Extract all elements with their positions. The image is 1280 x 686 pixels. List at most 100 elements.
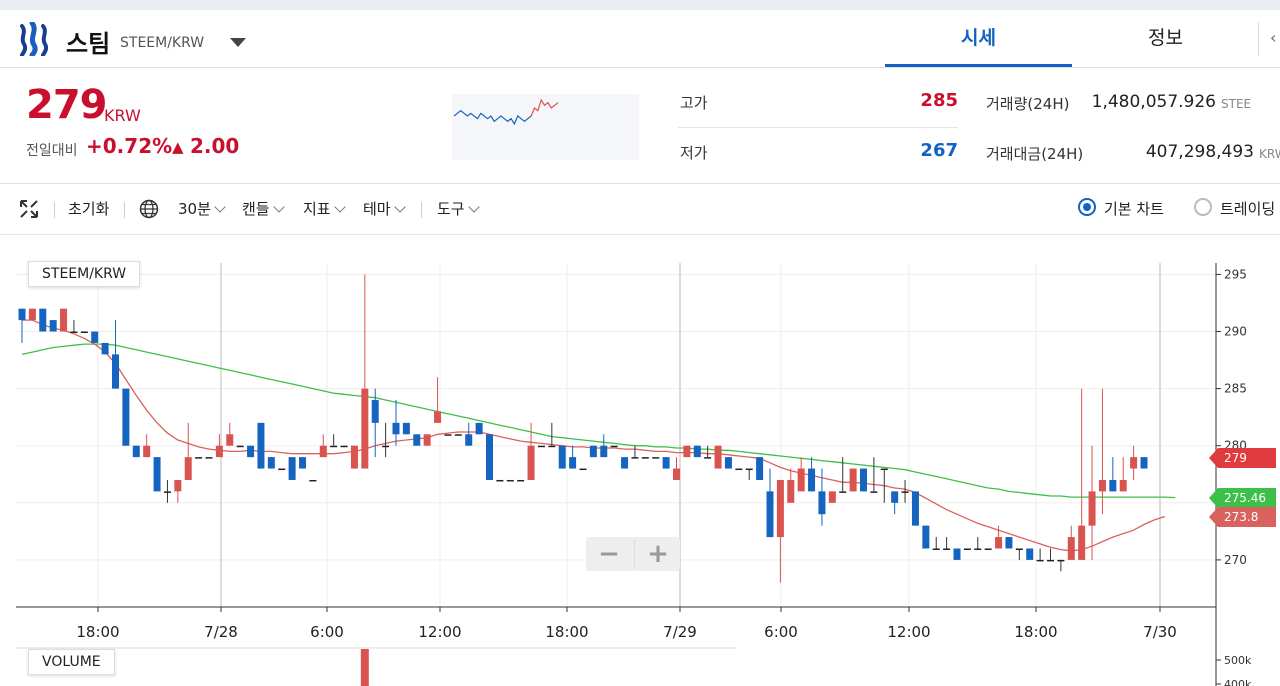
candle-body (174, 479, 182, 492)
candle-body (953, 548, 961, 560)
candle-body (621, 457, 629, 469)
basic-chart-label[interactable]: 기본 차트 (1104, 200, 1164, 218)
candle-body (1047, 559, 1054, 562)
more-tab-icon[interactable]: ‹ (1270, 28, 1277, 47)
ma-short-tag: 273.8 (1209, 507, 1276, 527)
amount-value: 407,298,493 (1145, 142, 1254, 162)
candle-body (714, 445, 722, 469)
low-label: 저가 (680, 144, 708, 162)
x-tick-label: 7/28 (204, 623, 238, 641)
volume-legend: VOLUME (28, 649, 115, 675)
high-value: 285 (920, 90, 958, 111)
candle-body (340, 445, 348, 448)
candle-body (870, 491, 878, 493)
candle-body (143, 445, 151, 458)
amount-label: 거래대금(24H) (986, 145, 1084, 163)
tools-dropdown[interactable]: 도구 (437, 184, 480, 234)
candle-body (745, 468, 753, 471)
trading-chart-radio[interactable] (1194, 198, 1212, 216)
reset-button[interactable]: 초기화 (68, 200, 110, 218)
candle-body (444, 434, 452, 436)
x-tick-label: 7/30 (1143, 623, 1177, 641)
candle-body (465, 434, 473, 446)
candle-body (1057, 559, 1065, 562)
candle-body (506, 479, 514, 482)
zoom-control: − + (586, 537, 680, 571)
candle-body (486, 434, 493, 480)
candle-body (350, 445, 358, 469)
candle-body (371, 400, 379, 423)
candle-body (527, 445, 535, 480)
interval-dropdown[interactable]: 30분 (178, 184, 226, 234)
candle-body (1036, 559, 1044, 562)
candle-body (922, 525, 930, 549)
volume-unit: STEE (1221, 97, 1252, 111)
candle-body (641, 457, 649, 459)
steem-logo-icon (20, 22, 49, 56)
candle-body (579, 468, 587, 471)
tab-price[interactable]: 시세 (885, 10, 1072, 67)
fullscreen-icon[interactable] (20, 200, 38, 218)
candle-body (776, 479, 784, 538)
candle-body (330, 445, 338, 448)
candle-body (1078, 525, 1086, 560)
candle-dropdown[interactable]: 캔들 (242, 184, 285, 234)
chevron-down-icon (272, 201, 285, 213)
candle-body (1015, 548, 1023, 550)
candle-body (995, 537, 1003, 549)
globe-icon[interactable] (139, 199, 159, 219)
candle-body (226, 434, 234, 446)
candle-body (984, 548, 992, 550)
candle-body (1098, 479, 1106, 492)
candle-body (569, 457, 577, 469)
tab-info[interactable]: 정보 (1148, 27, 1183, 49)
candle-body (891, 491, 899, 503)
ma-long-tag: 275.46 (1209, 488, 1276, 508)
candle-body (205, 457, 213, 459)
candle-body (278, 468, 286, 471)
price-summary: 279 KRW 전일대비 +0.72% ▲ 2.00 고가 285 저가 267… (0, 68, 1280, 184)
candle-body (122, 388, 130, 446)
candle-body (901, 491, 909, 493)
zoom-out-button[interactable]: − (598, 539, 620, 569)
candle-body (402, 422, 410, 435)
candle-body (184, 457, 192, 480)
price-chart[interactable]: 27027528028529029518:007/286:0012:0018:0… (0, 235, 1280, 686)
candle-body (932, 548, 940, 550)
candle-body (537, 445, 545, 448)
mini-chart-line-blue (453, 109, 532, 126)
candle-body (361, 388, 369, 469)
x-tick-label: 18:00 (76, 623, 119, 641)
candle-body (943, 548, 951, 550)
candle-body (319, 445, 327, 458)
candle-body (288, 457, 296, 480)
candle-body (39, 308, 47, 332)
price-unit: KRW (104, 106, 141, 125)
trading-chart-label[interactable]: 트레이딩 (1220, 200, 1276, 218)
volume-bar (360, 649, 369, 686)
ma-short-line (22, 319, 1166, 552)
indicator-dropdown[interactable]: 지표 (303, 184, 346, 234)
x-tick-label: 18:00 (1014, 623, 1057, 641)
change-amount: 2.00 (190, 134, 240, 158)
theme-dropdown[interactable]: 테마 (363, 184, 406, 234)
volume-label: 거래량(24H) (986, 95, 1070, 113)
candlestick-chart[interactable]: 27027528028529029518:007/286:0012:0018:0… (0, 235, 1280, 686)
toolbar-separator (54, 202, 55, 218)
market-dropdown-icon[interactable] (230, 38, 246, 47)
top-strip (0, 0, 1280, 10)
basic-chart-radio[interactable] (1078, 198, 1096, 216)
volume-tick-label: 500k (1224, 654, 1252, 667)
chevron-down-icon (393, 201, 406, 213)
candle-body (1088, 491, 1096, 526)
toolbar-separator (124, 202, 125, 218)
candle-body (413, 434, 421, 446)
candle-body (1109, 479, 1117, 492)
volume-tick-label: 400k (1224, 678, 1252, 686)
toolbar-separator (421, 202, 422, 218)
candle-body (662, 457, 670, 469)
candle-body (423, 434, 431, 446)
chart-legend: STEEM/KRW (28, 261, 141, 287)
candle-body (1067, 537, 1075, 560)
zoom-in-button[interactable]: + (634, 539, 681, 569)
